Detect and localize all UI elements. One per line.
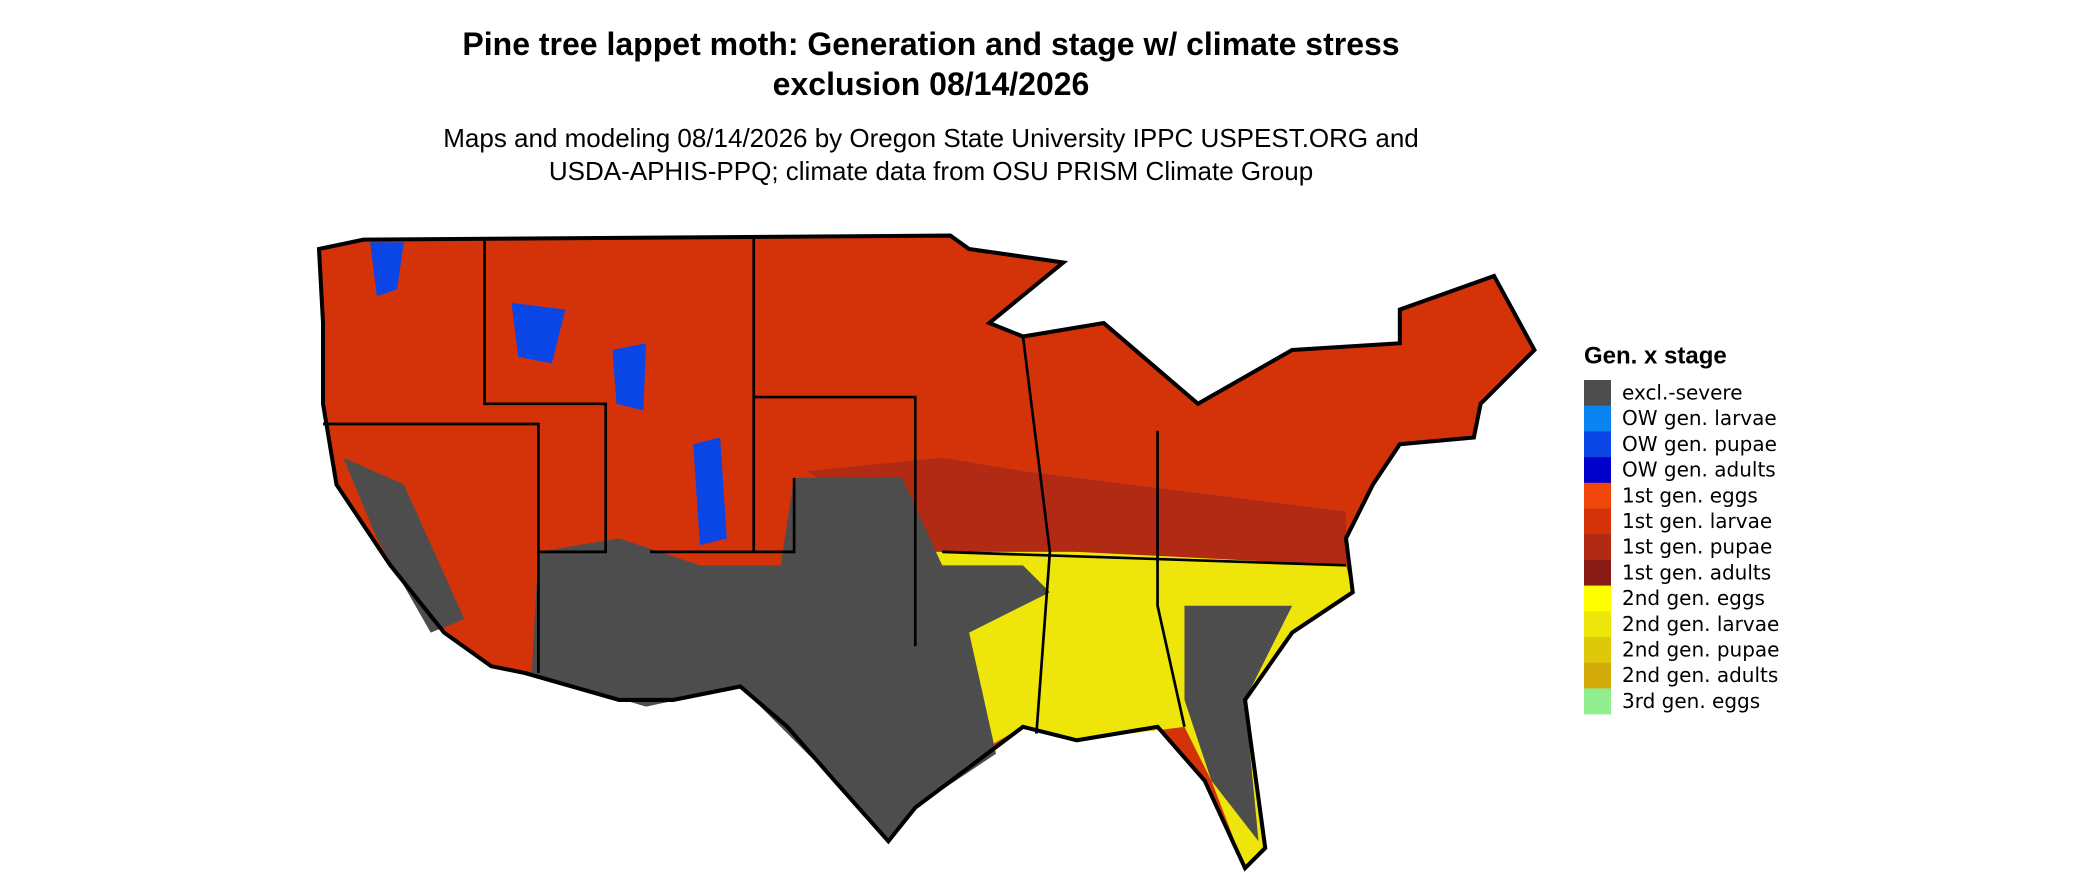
legend-title: Gen. x stage (1584, 342, 1727, 369)
state-border (1156, 430, 1186, 728)
legend-label: 3rd gen. eggs (1622, 689, 1760, 713)
legend-swatch (1584, 534, 1611, 561)
state-border (483, 239, 608, 554)
legend-label: 1st gen. adults (1622, 560, 1771, 584)
legend-swatch (1584, 482, 1611, 509)
us-outline (316, 233, 1537, 872)
state-border (323, 422, 540, 673)
legend-label: 2nd gen. larvae (1622, 612, 1779, 636)
region-blue (370, 242, 404, 297)
state-borders (323, 236, 1347, 734)
us-map (316, 233, 1537, 872)
legend-label: 1st gen. larvae (1622, 509, 1772, 533)
state-border (650, 477, 796, 554)
region-dark-red (807, 457, 1346, 566)
legend-swatch (1584, 637, 1611, 663)
region-blue (612, 343, 647, 411)
state-border (1021, 336, 1052, 734)
legend-label: 1st gen. pupae (1622, 535, 1772, 559)
region-gray (1184, 605, 1293, 842)
legend-label: OW gen. pupae (1622, 432, 1777, 456)
legend-swatch (1584, 585, 1611, 612)
legend-swatch (1584, 688, 1611, 715)
region-blue (693, 437, 727, 546)
legend-swatch (1584, 405, 1611, 432)
legend-swatch (1584, 508, 1611, 535)
legend-label: OW gen. adults (1622, 458, 1776, 482)
legend-swatch (1584, 431, 1611, 458)
legend-label: 2nd gen. adults (1622, 663, 1778, 687)
legend-label: excl.-severe (1622, 381, 1743, 405)
legend-label: OW gen. larvae (1622, 406, 1777, 430)
map-title: Pine tree lappet moth: Generation and st… (462, 26, 1400, 102)
state-border (753, 395, 917, 647)
region-gray (531, 477, 1050, 842)
legend-label: 2nd gen. pupae (1622, 638, 1779, 662)
legend-label: 1st gen. eggs (1622, 483, 1758, 507)
region-blue (511, 302, 566, 364)
legend-swatch (1584, 559, 1611, 586)
state-border (942, 550, 1347, 567)
legend-swatch (1584, 380, 1611, 406)
legend-swatch (1584, 611, 1611, 638)
legend-label: 2nd gen. eggs (1622, 586, 1765, 610)
legend-swatch (1584, 457, 1611, 484)
region-gray (343, 457, 465, 633)
map-subtitle: Maps and modeling 08/14/2026 by Oregon S… (443, 123, 1419, 186)
legend-swatch (1584, 662, 1611, 689)
